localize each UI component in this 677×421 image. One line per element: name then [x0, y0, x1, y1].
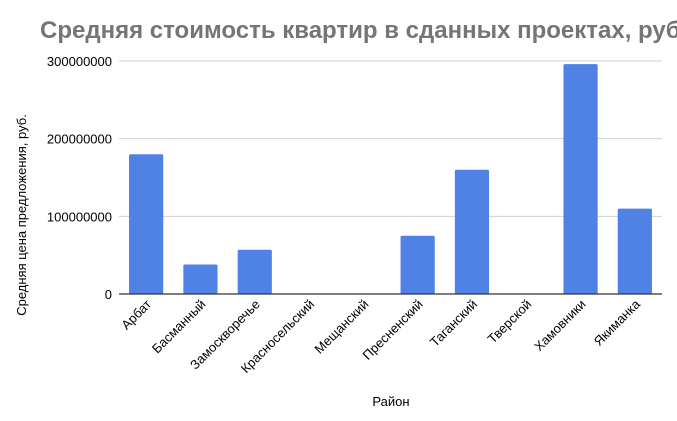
chart-title: Средняя стоимость квартир в сданных прое… — [40, 17, 677, 44]
x-tick-label: Басманный — [149, 297, 209, 357]
y-tick-label: 100000000 — [47, 209, 112, 224]
bar — [183, 264, 218, 294]
bars — [129, 64, 652, 295]
y-tick-label: 0 — [105, 287, 112, 302]
bar — [454, 169, 490, 294]
x-tick-label: Якиманка — [591, 296, 644, 349]
bar — [400, 235, 435, 294]
x-tick-label: Таганский — [427, 297, 480, 350]
y-tick-labels: 0 100000000 200000000 300000000 — [47, 54, 112, 302]
bar — [237, 249, 272, 294]
x-tick-label: Хамовники — [531, 297, 589, 355]
x-tick-label: Тверской — [485, 297, 535, 347]
bar — [617, 208, 652, 294]
bar — [563, 64, 598, 295]
x-tick-label: Арбат — [118, 296, 154, 332]
y-tick-label: 300000000 — [47, 54, 112, 69]
x-tick-labels: АрбатБасманныйЗамоскворечьеКрасносельски… — [118, 296, 643, 376]
x-axis-title: Район — [372, 394, 409, 409]
y-tick-label: 200000000 — [47, 132, 112, 147]
y-axis-title: Средняя цена предложения, руб. — [14, 114, 29, 316]
bar — [129, 154, 164, 294]
x-tick-label: Мещанский — [311, 297, 371, 357]
